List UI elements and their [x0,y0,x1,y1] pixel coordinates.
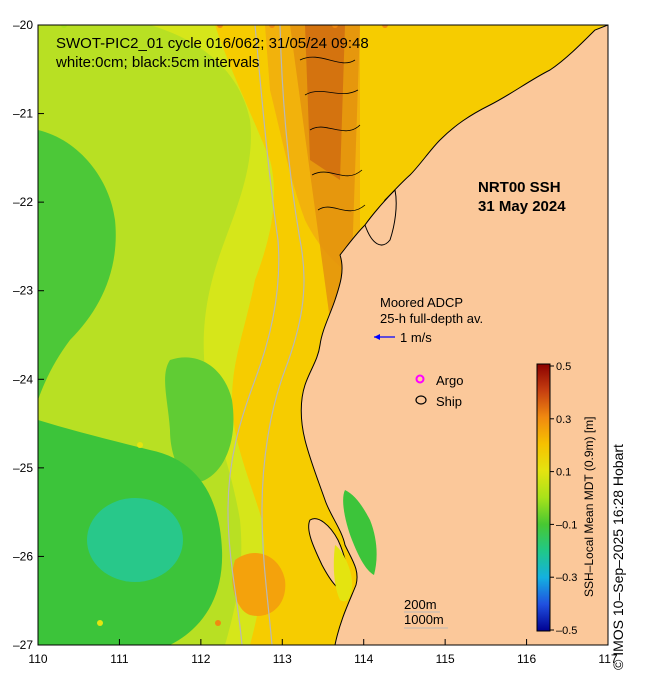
contour-1000m [227,25,280,645]
sea-green-west [38,130,116,400]
colorbar-tick-label: 0.1 [556,467,571,479]
y-tick-label: –27 [13,638,33,652]
adcp-scale-label: 1 m/s [400,330,432,345]
x-tick-label: 110 [28,652,47,666]
colorbar [536,363,551,632]
bathy-200m-label: 200m [404,597,437,612]
colorbar-label: SSH–Local Mean MDT (0.9m) [m] [582,417,596,598]
colorbar-tick-label: 0.5 [556,361,571,373]
x-tick-label: 117 [598,652,617,666]
adcp-label: Moored ADCP [380,295,463,310]
argo-marker-icon [415,374,425,384]
sea-teal-eddy [87,498,183,582]
title-line2: white:0cm; black:5cm intervals [55,54,259,71]
shark-bay-water [343,490,377,575]
x-tick-label: 116 [517,652,536,666]
x-tick-label: 113 [273,652,292,666]
map-field [38,25,608,645]
contour-200m [261,25,305,645]
y-tick-label: –21 [13,107,33,121]
y-tick-label: –23 [13,284,33,298]
sea-green-central [165,357,234,482]
colorbar-tick-label: –0.1 [556,519,577,531]
adcp-arrowhead [374,334,380,340]
colorbar-ticks: 0.5 0.3 0.1 –0.1 –0.3 –0.5 [550,361,577,637]
ship-marker-icon [415,395,427,405]
y-axis: –20 –21 –22 –23 –24 –25 –26 –27 [13,18,44,652]
x-tick-label: 114 [354,652,373,666]
ship-label: Ship [436,394,462,409]
title-line1: SWOT-PIC2_01 cycle 016/062; 31/05/24 09:… [56,35,369,52]
colorbar-tick-label: –0.3 [556,572,577,584]
plot-frame [37,24,609,646]
shark-bay-water-2 [333,545,353,602]
swot-swath-core [305,25,345,180]
x-axis: 110 111 112 113 114 115 116 117 [28,639,618,666]
ssh-contours [299,56,366,212]
land [300,25,608,645]
bathy-1000m-label: 1000m [404,612,444,627]
x-tick-label: 112 [191,652,210,666]
y-tick-label: –24 [13,372,33,386]
argo-label: Argo [436,373,463,388]
x-tick-label: 111 [110,652,129,666]
product-date: 31 May 2024 [478,198,566,215]
y-tick-label: –26 [13,549,33,563]
product-label: NRT00 SSH [478,179,561,196]
credit-text: © IMOS 10–Sep–2025 16:28 Hobart [610,444,626,670]
y-tick-label: –22 [13,195,33,209]
colorbar-tick-label: 0.3 [556,414,571,426]
sea-orange-eddy [232,552,286,616]
observation-dots [61,25,388,626]
x-tick-label: 115 [436,652,455,666]
y-tick-label: –20 [13,18,33,32]
colorbar-tick-label: –0.5 [556,625,577,637]
y-tick-label: –25 [13,461,33,475]
land-cape [364,188,397,246]
adcp-subtitle: 25-h full-depth av. [380,311,483,326]
